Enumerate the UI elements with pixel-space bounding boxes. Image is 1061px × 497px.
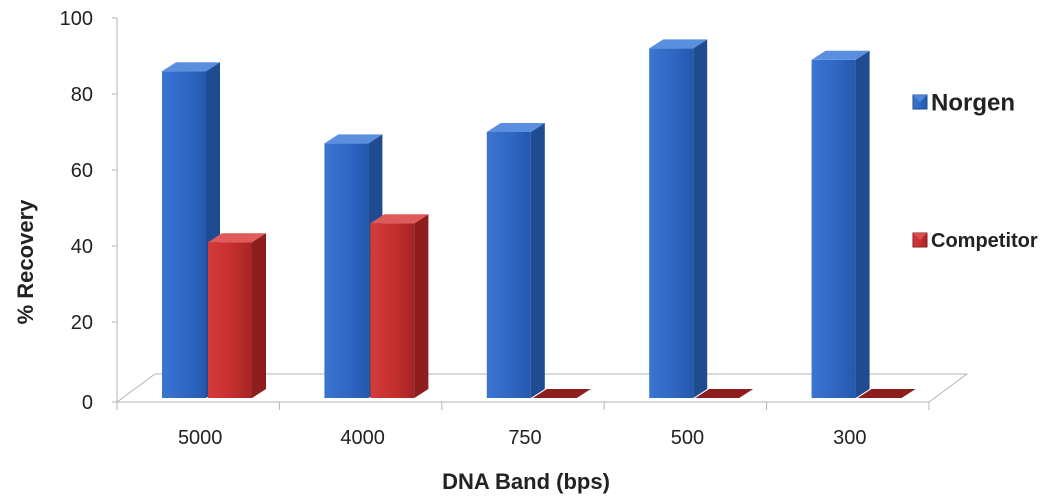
y-tick-label: 40 xyxy=(71,236,93,258)
bar-competitor-500 xyxy=(695,389,754,398)
bar-top xyxy=(649,39,708,49)
bar-front xyxy=(162,71,206,398)
y-tick-label: 80 xyxy=(71,84,93,106)
bar-competitor-300 xyxy=(857,389,916,398)
bar-top xyxy=(857,389,916,398)
bar-norgen-750 xyxy=(486,123,545,398)
x-tick-label: 5000 xyxy=(178,427,223,449)
bar-front xyxy=(370,223,415,398)
bar-side xyxy=(414,214,429,398)
y-axis-title: % Recovery xyxy=(13,199,38,325)
bar-top xyxy=(208,233,266,243)
bar-top xyxy=(695,389,754,398)
bar-side xyxy=(252,233,266,398)
bar-top xyxy=(370,214,429,224)
bar-top xyxy=(162,62,220,72)
bar-front xyxy=(486,132,531,398)
bar-side xyxy=(693,39,708,399)
bar-top xyxy=(811,50,870,60)
bar-top xyxy=(324,134,383,144)
x-tick-label: 750 xyxy=(508,427,541,449)
legend-swatch-highlight xyxy=(913,233,927,240)
bar-side xyxy=(855,50,870,399)
bar-norgen-300 xyxy=(811,50,870,399)
bar-front xyxy=(811,59,856,399)
legend-item-norgen: Norgen xyxy=(912,90,1015,117)
legend-label: Norgen xyxy=(931,90,1015,117)
legend-swatch-highlight xyxy=(913,95,927,102)
bar-front xyxy=(649,48,694,399)
legend: Norgen Competitor xyxy=(912,90,1038,252)
bar-side xyxy=(530,123,545,398)
bars xyxy=(162,39,916,399)
bar-norgen-500 xyxy=(649,39,708,399)
legend-label: Competitor xyxy=(931,230,1038,252)
bar-competitor-750 xyxy=(532,389,591,398)
y-tick-label: 60 xyxy=(71,160,93,182)
x-tick-label: 4000 xyxy=(340,427,385,449)
bar-front xyxy=(324,143,369,398)
x-tick-label: 300 xyxy=(833,427,866,449)
bar-competitor-4000 xyxy=(370,214,429,398)
y-tick-label: 100 xyxy=(60,8,93,30)
y-tick-label: 20 xyxy=(71,312,93,334)
bar-top xyxy=(486,123,545,132)
x-tick-label: 500 xyxy=(671,427,704,449)
legend-item-competitor: Competitor xyxy=(912,230,1038,252)
x-axis-title: DNA Band (bps) xyxy=(442,469,610,494)
y-tick-label: 0 xyxy=(82,392,93,414)
bar-top xyxy=(532,389,591,398)
y-axis-ticks: 0 20 40 60 80 100 xyxy=(60,8,117,414)
bar-competitor-5000 xyxy=(208,233,266,398)
x-axis-ticks: 5000 4000 750 500 300 xyxy=(116,402,930,449)
bar-front xyxy=(208,242,252,398)
